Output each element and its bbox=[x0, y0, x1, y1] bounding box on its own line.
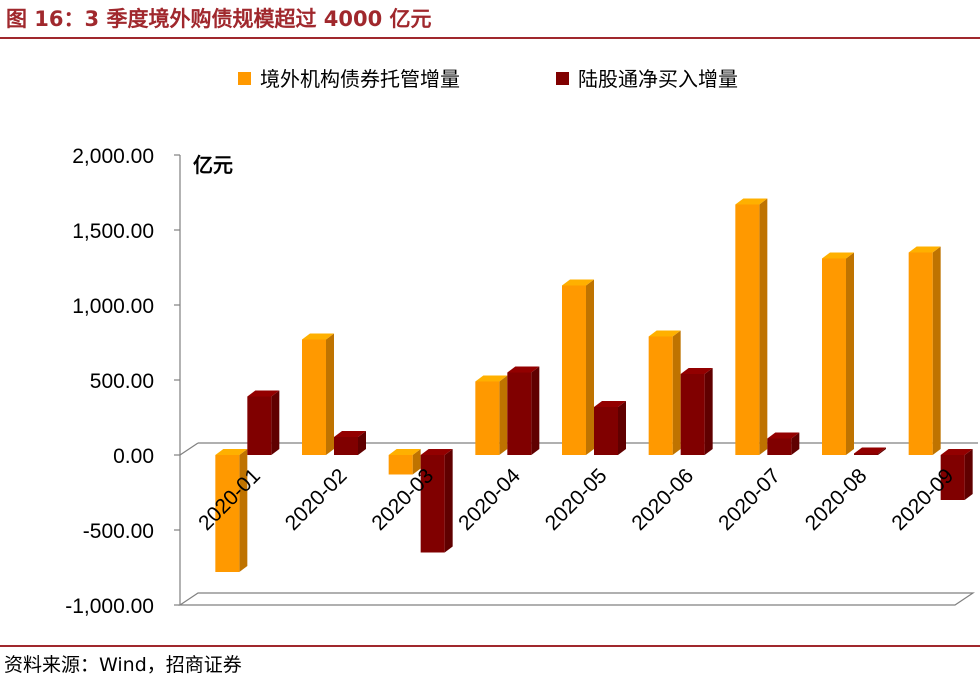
x-tick-label: 2020-06 bbox=[627, 464, 698, 535]
legend: 境外机构债券托管增量 陆股通净买入增量 bbox=[238, 67, 738, 91]
bar-stock-2020-06 bbox=[680, 368, 713, 455]
bar-bond-2020-01 bbox=[215, 449, 248, 572]
y-tick-label: 1,500.00 bbox=[72, 220, 154, 243]
bar-stock-2020-09 bbox=[940, 449, 973, 500]
bar-bond-2020-07 bbox=[735, 198, 768, 455]
chart-title: 图 16：3 季度境外购债规模超过 4000 亿元 bbox=[6, 7, 432, 31]
bar-bond-2020-04 bbox=[475, 375, 508, 455]
bar-bond-2020-06 bbox=[648, 330, 681, 455]
bar-bond-2020-08 bbox=[822, 252, 854, 455]
y-tick-label: -1,000.00 bbox=[65, 595, 154, 618]
y-axis-unit: 亿元 bbox=[193, 153, 233, 177]
y-tick-label: 0.00 bbox=[113, 445, 154, 468]
title-divider bbox=[0, 37, 980, 39]
zero-depth-line bbox=[179, 442, 199, 456]
x-tick-label: 2020-02 bbox=[281, 464, 352, 535]
x-tick-label: 2020-07 bbox=[714, 464, 785, 535]
bar-stock-2020-05 bbox=[594, 401, 626, 455]
x-tick-label: 2020-05 bbox=[541, 464, 612, 535]
bar-stock-2020-04 bbox=[507, 366, 540, 455]
y-tick-labels: 2,000.00 1,500.00 1,000.00 500.00 0.00 -500.0… bbox=[65, 145, 154, 618]
x-tick-label: 2020-08 bbox=[801, 464, 872, 535]
legend-swatch bbox=[556, 72, 569, 85]
bar-bond-2020-02 bbox=[302, 333, 334, 455]
legend-label: 陆股通净买入增量 bbox=[578, 67, 738, 91]
legend-swatch bbox=[238, 72, 251, 85]
bar-stock-2020-03 bbox=[420, 449, 453, 553]
bar-stock-2020-08 bbox=[854, 447, 886, 455]
y-tick-label: 2,000.00 bbox=[72, 145, 154, 168]
x-tick-labels: 2020-01 2020-02 2020-03 2020-04 2020-05 2020-… bbox=[194, 464, 958, 535]
bar-bond-2020-05 bbox=[562, 279, 594, 455]
bar-stock-2020-07 bbox=[767, 432, 800, 455]
x-tick-label: 2020-04 bbox=[454, 464, 525, 535]
y-tick-label: -500.00 bbox=[83, 520, 154, 543]
bar-chart: 境外机构债券托管增量 陆股通净买入增量 亿元 2020-01 2020-02 2020… bbox=[65, 67, 978, 618]
bar-stock-2020-02 bbox=[334, 431, 366, 455]
y-tick-label: 500.00 bbox=[90, 370, 154, 393]
legend-label: 境外机构债券托管增量 bbox=[260, 67, 460, 91]
bars bbox=[215, 198, 973, 572]
chart-floor bbox=[178, 592, 975, 606]
footer-divider bbox=[0, 645, 980, 647]
source-note: 资料来源：Wind，招商证券 bbox=[4, 654, 242, 676]
bar-bond-2020-03 bbox=[388, 449, 421, 475]
y-tick-label: 1,000.00 bbox=[72, 295, 154, 318]
bar-bond-2020-09 bbox=[908, 246, 941, 455]
bar-stock-2020-01 bbox=[247, 390, 280, 455]
